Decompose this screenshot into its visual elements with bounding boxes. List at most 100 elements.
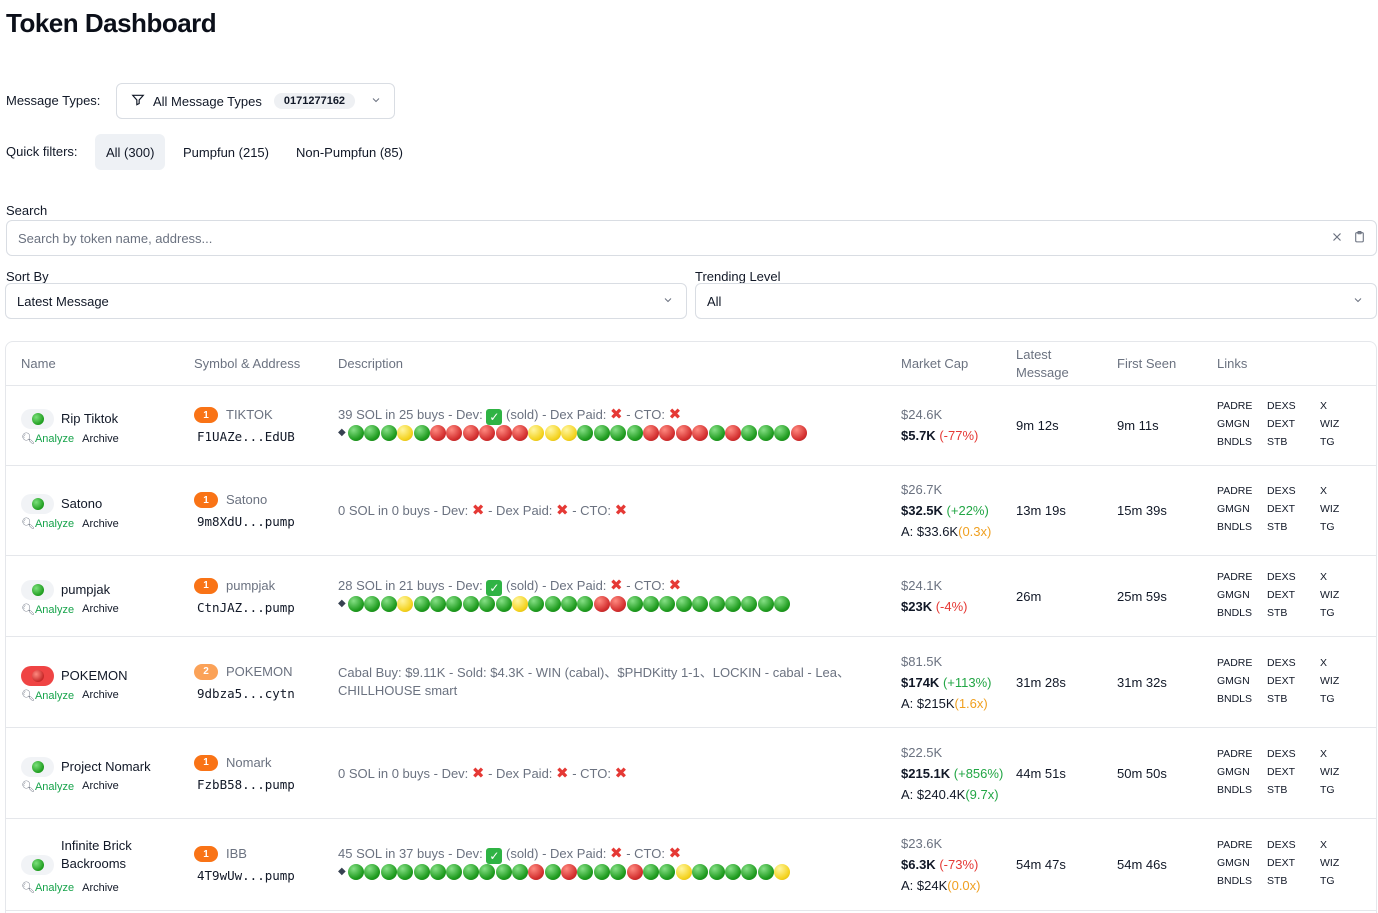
token-address[interactable]: 4T9wUw...pump — [197, 868, 295, 883]
analyze-link[interactable]: 🔍︎Analyze — [21, 780, 74, 793]
link-bndls[interactable]: BNDLS — [1217, 606, 1253, 619]
link-x[interactable]: X — [1320, 656, 1328, 669]
col-header-latest-message[interactable]: Latest Message — [1016, 342, 1069, 385]
link-bndls[interactable]: BNDLS — [1217, 436, 1253, 448]
link-gmgn[interactable]: GMGN — [1217, 588, 1250, 601]
link-x[interactable]: X — [1320, 747, 1328, 760]
token-address[interactable]: F1UAZe...EdUB — [197, 429, 295, 444]
token-address[interactable]: FzbB58...pump — [197, 776, 295, 792]
table-row[interactable]: Infinite Brick Backrooms 🔍︎Analyze Archive 1… — [6, 819, 1376, 911]
link-dexs[interactable]: DEXS — [1267, 839, 1296, 851]
link-bndls[interactable]: BNDLS — [1217, 521, 1253, 533]
link-padre[interactable]: PADRE — [1217, 656, 1253, 669]
analyze-link[interactable]: 🔍︎Analyze — [21, 881, 74, 894]
link-dexs[interactable]: DEXS — [1267, 656, 1296, 669]
link-gmgn[interactable]: GMGN — [1217, 503, 1250, 515]
token-name[interactable]: Project Nomark — [61, 758, 151, 774]
token-name[interactable]: Rip Tiktok — [61, 411, 119, 426]
token-address[interactable]: 9m8XdU...pump — [197, 514, 295, 529]
archive-button[interactable]: Archive — [82, 881, 119, 894]
message-types-select[interactable]: All Message Types 0171277162 — [116, 83, 395, 119]
analyze-link[interactable]: 🔍︎Analyze — [21, 603, 74, 616]
link-stb[interactable]: STB — [1267, 521, 1288, 533]
link-gmgn[interactable]: GMGN — [1217, 765, 1250, 778]
link-gmgn[interactable]: GMGN — [1217, 418, 1250, 430]
link-x[interactable]: X — [1320, 400, 1328, 412]
archive-button[interactable]: Archive — [82, 603, 119, 615]
table-row[interactable]: Satono 🔍︎Analyze Archive 1 Satono 9m8XdU...pu… — [6, 466, 1376, 556]
col-header-first-seen[interactable]: First Seen — [1117, 355, 1177, 371]
link-x[interactable]: X — [1320, 570, 1328, 583]
token-address[interactable]: 9dbza5...cytn — [197, 685, 295, 701]
token-name[interactable]: pumpjak — [61, 581, 111, 597]
link-dexs[interactable]: DEXS — [1267, 485, 1296, 497]
link-padre[interactable]: PADRE — [1217, 485, 1253, 497]
link-dext[interactable]: DEXT — [1267, 857, 1296, 869]
link-wiz[interactable]: WIZ — [1320, 418, 1340, 430]
quick-filter-all[interactable]: All (300) — [95, 134, 166, 170]
archive-button[interactable]: Archive — [82, 517, 119, 530]
link-tg[interactable]: TG — [1320, 436, 1335, 448]
link-tg[interactable]: TG — [1320, 606, 1335, 619]
token-name[interactable]: POKEMON — [61, 667, 128, 683]
quick-filter-pumpfun[interactable]: Pumpfun (215) — [183, 144, 269, 160]
link-padre[interactable]: PADRE — [1217, 747, 1253, 760]
quick-filter-non-pumpfun[interactable]: Non-Pumpfun (85) — [296, 144, 403, 160]
link-tg[interactable]: TG — [1320, 875, 1335, 887]
table-row[interactable]: Project Nomark 🔍︎Analyze Archive 1 Nomark Fzb… — [6, 728, 1376, 819]
link-stb[interactable]: STB — [1267, 606, 1288, 619]
link-dext[interactable]: DEXT — [1267, 418, 1296, 430]
link-wiz[interactable]: WIZ — [1320, 857, 1340, 869]
link-x[interactable]: X — [1320, 839, 1328, 851]
archive-button[interactable]: Archive — [82, 432, 119, 445]
link-stb[interactable]: STB — [1267, 436, 1288, 448]
token-name[interactable]: Infinite Brick Backrooms — [61, 837, 132, 873]
archive-button[interactable]: Archive — [82, 780, 119, 792]
token-name[interactable]: Satono — [61, 496, 103, 511]
link-bndls[interactable]: BNDLS — [1217, 875, 1253, 887]
link-dexs[interactable]: DEXS — [1267, 400, 1296, 412]
link-dext[interactable]: DEXT — [1267, 503, 1296, 515]
link-padre[interactable]: PADRE — [1217, 570, 1253, 583]
table-row[interactable]: POKEMON 🔍︎Analyze Archive 2 POKEMON 9dbza5...… — [6, 637, 1376, 728]
col-header-name[interactable]: Name — [21, 355, 56, 371]
link-tg[interactable]: TG — [1320, 783, 1335, 796]
link-padre[interactable]: PADRE — [1217, 400, 1253, 412]
link-tg[interactable]: TG — [1320, 521, 1335, 533]
clipboard-icon[interactable] — [1353, 230, 1366, 247]
search-input[interactable] — [18, 230, 1321, 246]
link-gmgn[interactable]: GMGN — [1217, 857, 1250, 869]
trending-select[interactable]: All — [695, 283, 1377, 319]
link-stb[interactable]: STB — [1267, 875, 1288, 887]
archive-button[interactable]: Archive — [82, 689, 119, 701]
col-header-market-cap[interactable]: Market Cap — [901, 355, 969, 371]
analyze-link[interactable]: 🔍︎Analyze — [21, 689, 74, 702]
link-wiz[interactable]: WIZ — [1320, 674, 1340, 687]
link-x[interactable]: X — [1320, 485, 1328, 497]
link-dext[interactable]: DEXT — [1267, 765, 1296, 778]
col-header-symbol[interactable]: Symbol & Address — [194, 355, 301, 371]
link-dexs[interactable]: DEXS — [1267, 747, 1296, 760]
link-stb[interactable]: STB — [1267, 692, 1288, 705]
link-stb[interactable]: STB — [1267, 783, 1288, 796]
analyze-link[interactable]: 🔍︎Analyze — [21, 432, 74, 445]
table-row[interactable]: Rip Tiktok 🔍︎Analyze Archive 1 TIKTOK F1UAZe.… — [6, 386, 1376, 466]
link-tg[interactable]: TG — [1320, 692, 1335, 705]
token-address[interactable]: CtnJAZ...pump — [197, 599, 295, 615]
link-gmgn[interactable]: GMGN — [1217, 674, 1250, 687]
link-wiz[interactable]: WIZ — [1320, 765, 1340, 778]
link-bndls[interactable]: BNDLS — [1217, 783, 1253, 796]
link-dexs[interactable]: DEXS — [1267, 570, 1296, 583]
close-icon[interactable] — [1331, 230, 1343, 246]
link-padre[interactable]: PADRE — [1217, 839, 1253, 851]
latest-message-age: 26m — [1016, 588, 1042, 604]
table-row[interactable]: pumpjak 🔍︎Analyze Archive 1 pumpjak CtnJAZ...… — [6, 556, 1376, 637]
analyze-link[interactable]: 🔍︎Analyze — [21, 517, 74, 530]
sort-select[interactable]: Latest Message — [5, 283, 687, 319]
link-dext[interactable]: DEXT — [1267, 588, 1296, 601]
link-dext[interactable]: DEXT — [1267, 674, 1296, 687]
link-bndls[interactable]: BNDLS — [1217, 692, 1253, 705]
link-wiz[interactable]: WIZ — [1320, 503, 1340, 515]
col-header-description[interactable]: Description — [338, 355, 404, 371]
link-wiz[interactable]: WIZ — [1320, 588, 1340, 601]
